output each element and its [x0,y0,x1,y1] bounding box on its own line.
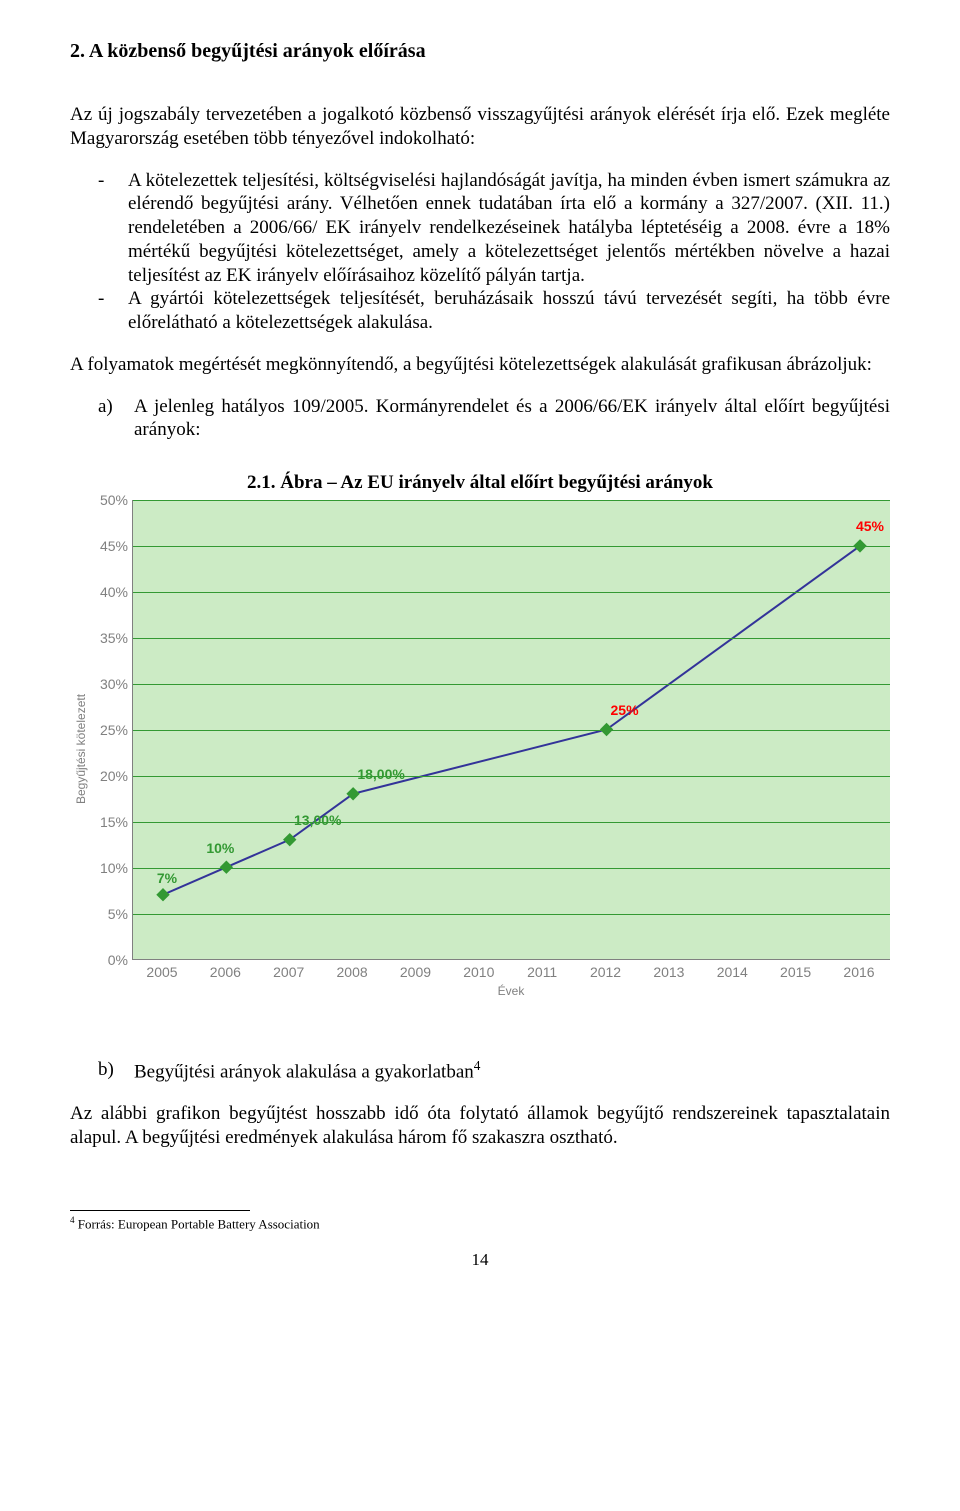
data-label: 10% [206,840,234,856]
list-marker-a: a) [70,395,134,443]
y-tick-label: 45% [100,538,128,554]
y-axis-label-col: Begyűjtési kötelezett [70,500,92,998]
footnote-text: Forrás: European Portable Battery Associ… [75,1216,320,1231]
y-tick-label: 20% [100,768,128,784]
y-axis-ticks: 0%5%10%15%20%25%30%35%40%45%50% [92,500,132,960]
bullet-dash-icon: - [70,287,128,335]
bullet-2-text: A gyártói kötelezettségek teljesítését, … [128,287,890,335]
grid-line [133,638,890,639]
page-number: 14 [70,1250,890,1270]
x-tick-label: 2007 [273,964,304,980]
y-tick-label: 40% [100,584,128,600]
y-tick-label: 35% [100,630,128,646]
section-heading: 2. A közbenső begyűjtési arányok előírás… [70,40,890,63]
y-tick-label: 10% [100,860,128,876]
x-tick-label: 2011 [527,964,557,980]
y-tick-label: 5% [108,906,128,922]
list-a: a) A jelenleg hatályos 109/2005. Kormány… [70,395,890,443]
data-label: 13,00% [294,812,341,828]
chart-marker [157,889,169,901]
grid-line [133,592,890,593]
chart: Begyűjtési kötelezett 0% 5% 10% 15% 20% 25% 30… [70,500,890,998]
list-item-a: a) A jelenleg hatályos 109/2005. Kormány… [70,395,890,443]
x-tick-label: 2008 [337,964,368,980]
bullet-item-1: - A kötelezettek teljesítési, költségvis… [70,169,890,288]
data-label: 45% [856,518,884,534]
list-a-text: A jelenleg hatályos 109/2005. Kormányren… [134,395,890,443]
chart-title: 2.1. Ábra – Az EU irányelv által előírt … [70,472,890,494]
y-tick-label: 50% [100,492,128,508]
y-axis-label: Begyűjtési kötelezett [74,694,88,804]
data-label: 18,00% [357,766,404,782]
bullet-list: - A kötelezettek teljesítési, költségvis… [70,169,890,335]
x-tick-label: 2013 [653,964,684,980]
paragraph-2: A folyamatok megértését megkönnyítendő, … [70,353,890,377]
grid-line [133,684,890,685]
page-container: 2. A közbenső begyűjtési arányok előírás… [0,0,960,1300]
y-tick-label: 25% [100,722,128,738]
grid-line [133,500,890,501]
footnote-4: 4 Forrás: European Portable Battery Asso… [70,1215,890,1232]
y-tick-label: 15% [100,814,128,830]
list-b-text: Begyűjtési arányok alakulása a gyakorlat… [134,1058,890,1084]
x-tick-label: 2012 [590,964,621,980]
list-b-text-pre: Begyűjtési arányok alakulása a gyakorlat… [134,1061,474,1082]
x-tick-label: 2016 [843,964,874,980]
grid-line [133,730,890,731]
x-axis-ticks: 2005 2006 2007 2008 2009 2010 2011 2012 2013 2014… [132,960,890,982]
list-item-b: b) Begyűjtési arányok alakulása a gyakor… [70,1058,890,1084]
bullet-dash-icon: - [70,169,128,288]
x-axis-label: Évek [132,984,890,998]
x-tick-label: 2015 [780,964,811,980]
bullet-item-2: - A gyártói kötelezettségek teljesítését… [70,287,890,335]
grid-line [133,914,890,915]
paragraph-3: Az alábbi grafikon begyűjtést hosszabb i… [70,1102,890,1150]
bullet-1-text: A kötelezettek teljesítési, költségvisel… [128,169,890,288]
data-label: 7% [157,870,177,886]
x-tick-label: 2006 [210,964,241,980]
data-label: 25% [611,702,639,718]
plot-area: 7% 10% 13,00% 18,00% 25% 45% [132,500,890,960]
footnote-rule [70,1210,250,1211]
grid-line [133,546,890,547]
y-tick-label: 0% [108,952,128,968]
intro-paragraph: Az új jogszabály tervezetében a jogalkot… [70,103,890,151]
plot-column: 7% 10% 13,00% 18,00% 25% 45% 2005 2006 2007 2008… [132,500,890,998]
list-b: b) Begyűjtési arányok alakulása a gyakor… [70,1058,890,1084]
x-tick-label: 2009 [400,964,431,980]
y-tick-label: 30% [100,676,128,692]
grid-line [133,822,890,823]
x-tick-label: 2014 [717,964,748,980]
grid-line [133,868,890,869]
list-marker-b: b) [70,1058,134,1084]
footnote-ref-4: 4 [474,1058,481,1073]
grid-line [133,776,890,777]
x-tick-label: 2010 [463,964,494,980]
chart-line [163,546,860,895]
plot-area-wrap: 7% 10% 13,00% 18,00% 25% 45% [132,500,890,960]
x-tick-label: 2005 [146,964,177,980]
